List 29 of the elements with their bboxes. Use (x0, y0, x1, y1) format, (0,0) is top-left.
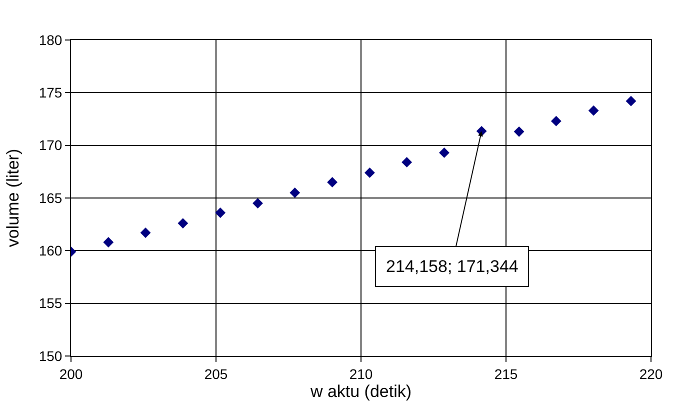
y-tick-label: 180 (38, 32, 62, 48)
point (402, 156, 412, 168)
x-tick-label: 205 (204, 366, 228, 382)
x-tick-label: 200 (59, 366, 83, 382)
y-tick-label: 160 (38, 242, 62, 259)
point (439, 148, 450, 158)
y-tick-label: 165 (38, 190, 62, 206)
point (215, 208, 226, 218)
x-tick-label: 220 (639, 366, 663, 382)
annotation: 214,158; 171,344 (386, 257, 518, 276)
x-tick-label: 215 (494, 366, 518, 382)
point (140, 228, 151, 238)
y-axis-title: volume (liter) (3, 148, 22, 248)
point (550, 116, 562, 126)
y-tick-label: 155 (38, 295, 62, 312)
x-tick-label: 210 (349, 366, 373, 382)
point (588, 105, 599, 116)
x-axis-title: w aktu (detik) (309, 382, 412, 402)
point (178, 218, 188, 228)
point (514, 126, 524, 137)
y-tick-label: 150 (38, 348, 62, 364)
y-tick-label: 175 (38, 84, 62, 101)
point (103, 237, 114, 248)
point (290, 188, 300, 198)
point (252, 198, 263, 208)
point (364, 168, 375, 178)
point (327, 177, 338, 188)
y-tick-label: 170 (38, 137, 62, 154)
point (626, 96, 636, 106)
